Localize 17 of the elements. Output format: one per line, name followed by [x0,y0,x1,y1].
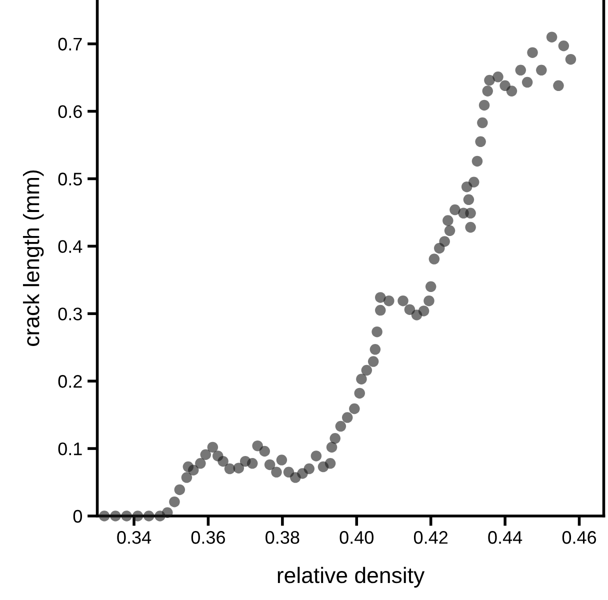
x-tick-label: 0.34 [117,531,152,544]
y-tick-label: 0.2 [58,375,82,388]
y-tick-label: 0.5 [58,172,82,186]
y-tick-label: 0 [73,510,82,523]
x-tick-label: 0.46 [562,531,596,544]
y-tick-label: 0.3 [58,308,82,320]
y-axis-title: crack length (mm) [22,170,44,346]
x-tick-label: 0.40 [340,531,374,544]
y-tick-label: 0.1 [58,442,82,456]
y-tick-label: 0.6 [58,105,82,118]
x-tick-label: 0.42 [414,531,448,544]
x-tick-label: 0.36 [191,531,225,544]
x-tick-label: 0.38 [266,531,300,544]
y-tick-label: 0.7 [58,38,82,51]
x-tick-label: 0.44 [488,531,522,544]
x-axis-title: relative density [278,566,425,588]
y-tick-label: 0.4 [58,240,82,253]
